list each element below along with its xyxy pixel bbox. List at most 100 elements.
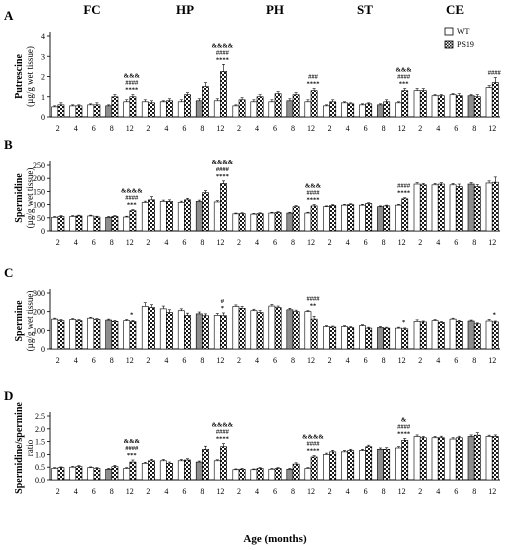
- significance-marker: ####: [125, 195, 139, 202]
- y-tick-label: 200: [33, 308, 45, 317]
- bar-wt: [69, 105, 77, 118]
- significance-marker: ####: [216, 49, 230, 56]
- x-tick-label: 4: [164, 124, 168, 133]
- significance-marker: #: [221, 298, 225, 305]
- significance-marker: ####: [307, 441, 321, 448]
- panel-letter: D: [4, 388, 13, 403]
- bar-wt: [51, 318, 59, 350]
- x-tick-label: 8: [110, 487, 114, 496]
- bar-ps19: [310, 90, 318, 118]
- bar-ps19: [491, 321, 499, 350]
- bar-ps19: [75, 105, 83, 118]
- y-tick-label: 2: [41, 73, 45, 82]
- y-tick-label: 0: [41, 227, 45, 236]
- x-tick-label: 6: [273, 124, 277, 133]
- bar-wt: [123, 320, 131, 350]
- x-tick-label: 6: [364, 356, 368, 365]
- bar-ps19: [383, 101, 391, 118]
- bar-wt: [250, 469, 258, 481]
- x-tick-label: 2: [418, 356, 422, 365]
- y-tick-label: 4: [41, 32, 45, 41]
- bar-wt: [268, 468, 276, 481]
- bar-ps19: [329, 101, 337, 118]
- bar-ps19: [220, 71, 227, 118]
- x-tick-label: 4: [346, 124, 350, 133]
- significance-marker: &&&: [395, 67, 412, 74]
- bar-ps19: [57, 320, 65, 350]
- bar-ps19: [111, 96, 119, 118]
- significance-marker: ####: [216, 166, 230, 173]
- bar-wt: [123, 468, 131, 481]
- bar-wt: [341, 102, 348, 118]
- bar-wt: [159, 460, 167, 481]
- significance-marker: ####: [125, 445, 139, 452]
- y-tick-label: 50: [37, 214, 45, 223]
- bar-ps19: [365, 327, 373, 350]
- x-tick-label: 8: [472, 356, 476, 365]
- significance-marker: ####: [307, 190, 321, 197]
- region-header-ce: CE: [446, 2, 464, 17]
- bar-wt: [359, 325, 366, 350]
- bar-ps19: [401, 90, 409, 118]
- x-tick-label: 8: [382, 356, 386, 365]
- x-tick-label: 2: [328, 487, 332, 496]
- bar-ps19: [129, 210, 137, 232]
- bar-wt: [485, 182, 493, 232]
- bar-ps19: [75, 215, 83, 232]
- bar-ps19: [256, 468, 264, 481]
- bar-ps19: [419, 184, 427, 232]
- x-tick-label: 12: [488, 487, 496, 496]
- x-tick-label: 6: [92, 238, 96, 247]
- bar-ps19: [383, 327, 391, 350]
- x-tick-label: 4: [346, 356, 350, 365]
- y-tick-label: 1: [41, 93, 45, 102]
- bar-ps19: [184, 199, 191, 232]
- x-tick-label: 2: [146, 238, 150, 247]
- bar-wt: [323, 454, 330, 481]
- x-tick-label: 12: [307, 238, 315, 247]
- significance-marker: ####: [488, 70, 502, 77]
- bar-ps19: [274, 93, 282, 118]
- y-tick-label: 250: [33, 161, 45, 170]
- x-tick-label: 2: [237, 487, 241, 496]
- x-tick-label: 2: [146, 124, 150, 133]
- significance-marker: ####: [397, 183, 411, 190]
- bar-wt: [467, 320, 475, 350]
- x-tick-label: 2: [237, 124, 241, 133]
- significance-marker: *: [493, 312, 496, 319]
- bar-wt: [395, 204, 402, 232]
- bar-wt: [377, 206, 384, 232]
- x-tick-label: 4: [74, 238, 78, 247]
- bar-ps19: [365, 103, 373, 118]
- x-tick-label: 8: [291, 238, 295, 247]
- x-tick-label: 6: [454, 487, 458, 496]
- bar-wt: [341, 326, 348, 350]
- x-tick-label: 2: [418, 238, 422, 247]
- bar-wt: [213, 201, 221, 232]
- bar-ps19: [148, 307, 155, 350]
- bar-wt: [123, 101, 131, 118]
- bar-wt: [159, 308, 167, 350]
- panel-letter: C: [4, 265, 13, 280]
- panel-letter: B: [4, 137, 13, 152]
- bar-wt: [485, 87, 493, 118]
- bar-wt: [250, 310, 258, 350]
- bar-wt: [87, 317, 95, 350]
- bar-ps19: [491, 82, 499, 118]
- bar-ps19: [129, 96, 137, 118]
- bar-wt: [213, 460, 221, 481]
- panel-letter: A: [4, 8, 14, 23]
- bar-ps19: [256, 213, 264, 232]
- bar-wt: [141, 463, 149, 481]
- bar-wt: [449, 438, 457, 481]
- significance-marker: &&&: [124, 73, 141, 80]
- bar-ps19: [238, 99, 246, 118]
- x-tick-label: 12: [488, 238, 496, 247]
- x-tick-label: 8: [382, 238, 386, 247]
- significance-marker: ####: [216, 429, 230, 436]
- x-tick-label: 4: [436, 487, 440, 496]
- bar-wt: [232, 306, 240, 350]
- bar-wt: [213, 315, 221, 350]
